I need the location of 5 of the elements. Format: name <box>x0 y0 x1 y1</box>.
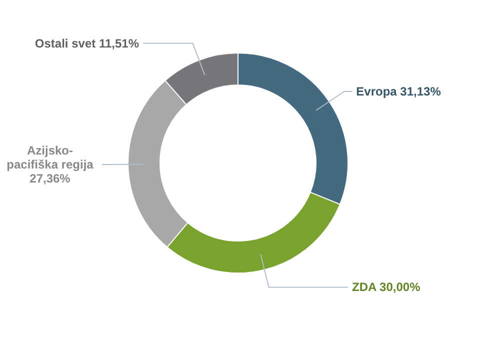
slice-label: Evropa 31,13% <box>356 84 442 98</box>
slice-label: Ostali svet 11,51% <box>34 36 140 50</box>
data-label: 27,36% <box>30 172 71 186</box>
slice-label: ZDA 30,00% <box>352 280 421 294</box>
slice-label: Azijsko-pacifiška regija <box>6 144 94 172</box>
